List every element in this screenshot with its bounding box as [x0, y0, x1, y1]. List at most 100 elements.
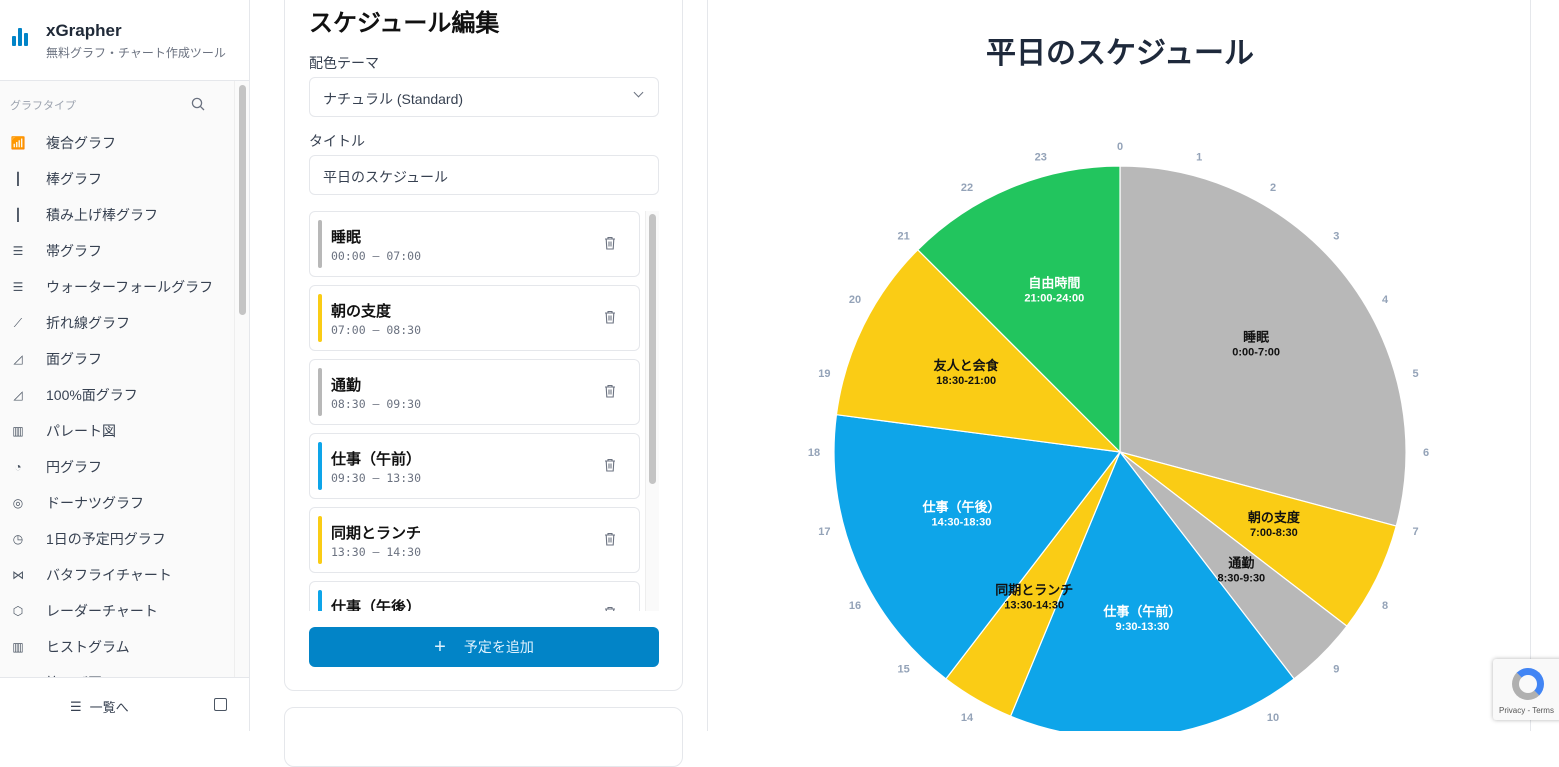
plus-icon: + [434, 635, 446, 658]
color-indicator [318, 442, 322, 490]
hour-tick-label: 8 [1382, 600, 1388, 612]
hour-tick-label: 0 [1117, 141, 1123, 153]
trash-icon[interactable] [604, 384, 616, 398]
title-label: タイトル [309, 133, 365, 149]
band-chart-icon: ☰ [12, 244, 24, 258]
app-tagline: 無料グラフ・チャート作成ツール [46, 46, 226, 60]
hour-tick-label: 19 [818, 368, 830, 380]
schedule-item-time: 13:30 – 14:30 [331, 545, 422, 559]
sidebar-item-label: ウォーターフォールグラフ [46, 279, 214, 295]
brand-header[interactable]: xGrapher 無料グラフ・チャート作成ツール [0, 0, 249, 81]
sidebar-item-label: レーダーチャート [46, 603, 158, 619]
hour-tick-label: 10 [1267, 712, 1279, 724]
sidebar-item[interactable]: ◎ ドーナツグラフ [0, 485, 249, 521]
hour-tick-label: 3 [1333, 231, 1339, 243]
hour-tick-label: 6 [1423, 447, 1429, 459]
slice-range-label: 21:00-24:00 [1024, 292, 1084, 304]
trash-icon[interactable] [604, 606, 616, 611]
app-name: xGrapher [46, 21, 122, 40]
sidebar-item[interactable]: ▥ パレート図 [0, 413, 249, 449]
chart-type-nav: グラフタイプ 📶 複合グラフ ┃ 棒グラフ ┃ 積み上げ棒グラフ ☰ 帯グラフ ☰ ウォーターフォ… [0, 81, 249, 677]
hour-tick-label: 2 [1270, 182, 1276, 194]
theme-select[interactable]: ナチュラル (Standard) [309, 77, 659, 117]
butterfly-icon: ⋈ [12, 568, 24, 582]
color-indicator [318, 220, 322, 268]
schedule-item[interactable]: 朝の支度 07:00 – 08:30 [309, 285, 640, 351]
schedule-item-name: 通勤 [331, 377, 362, 394]
color-indicator [318, 368, 322, 416]
back-to-list-button[interactable]: ☰ 一覧へ [70, 698, 129, 716]
stacked-bar-icon: ┃ [14, 208, 22, 222]
trash-icon[interactable] [604, 458, 616, 472]
sidebar-item-label: バタフライチャート [46, 567, 172, 583]
pie-slice[interactable] [1119, 165, 1407, 527]
sidebar-item[interactable]: ┃ 積み上げ棒グラフ [0, 197, 249, 233]
slice-range-label: 9:30-13:30 [1115, 621, 1169, 633]
schedule-editor-card: スケジュール編集 配色テーマ ナチュラル (Standard) タイトル 平日の… [284, 0, 683, 691]
chevron-down-icon [633, 87, 644, 98]
sidebar-item[interactable]: ┃ 棒グラフ [0, 161, 249, 197]
slice-label: 同期とランチ [995, 583, 1073, 598]
hour-tick-label: 15 [898, 663, 910, 675]
list-scrollbar[interactable] [645, 211, 659, 611]
collapse-sidebar-icon[interactable] [214, 698, 227, 711]
schedule-item[interactable]: 仕事（午後） 14:30 – 18:30 [309, 581, 640, 611]
schedule-item[interactable]: 通勤 08:30 – 09:30 [309, 359, 640, 425]
sidebar-item-label: 面グラフ [46, 351, 102, 367]
theme-label: 配色テーマ [309, 55, 379, 71]
pie-chart-icon: ◔ [14, 460, 22, 474]
schedule-item[interactable]: 同期とランチ 13:30 – 14:30 [309, 507, 640, 573]
hour-tick-label: 9 [1333, 663, 1339, 675]
sidebar-scrollbar[interactable] [234, 81, 249, 677]
slice-label: 仕事（午前） [1102, 604, 1181, 619]
trash-icon[interactable] [604, 236, 616, 250]
sidebar-item[interactable]: ◿ 面グラフ [0, 341, 249, 377]
slice-label: 自由時間 [1028, 275, 1080, 290]
recaptcha-badge[interactable]: Privacy - Terms [1493, 659, 1559, 720]
sidebar-item[interactable]: ◷ 1日の予定円グラフ [0, 521, 249, 557]
schedule-item-time: 07:00 – 08:30 [331, 323, 422, 337]
slice-label: 睡眠 [1243, 330, 1269, 345]
sidebar-item[interactable]: 📶 複合グラフ [0, 125, 249, 161]
schedule-item[interactable]: 仕事（午前） 09:30 – 13:30 [309, 433, 640, 499]
recaptcha-logo-icon [1512, 668, 1544, 700]
sidebar-item-label: 複合グラフ [46, 135, 116, 151]
schedule-item-time: 08:30 – 09:30 [331, 397, 422, 411]
histogram-icon: ▥ [12, 640, 24, 654]
trash-icon[interactable] [604, 532, 616, 546]
combo-chart-icon: 📶 [10, 136, 26, 150]
sidebar-item[interactable]: ⊟ 箱ひげ図 [0, 665, 249, 677]
schedule-item-name: 仕事（午前） [331, 451, 422, 468]
sidebar-item-label: 積み上げ棒グラフ [46, 207, 158, 223]
pie-slice[interactable] [1009, 450, 1295, 731]
sidebar-item[interactable]: ☰ 帯グラフ [0, 233, 249, 269]
trash-icon[interactable] [604, 310, 616, 324]
color-indicator [318, 590, 322, 611]
hour-tick-label: 14 [961, 712, 974, 724]
pie-slice[interactable] [833, 413, 1122, 680]
slice-label: 仕事（午後） [921, 500, 1000, 515]
pareto-icon: ▥ [12, 424, 24, 438]
sidebar-item[interactable]: ⋈ バタフライチャート [0, 557, 249, 593]
add-schedule-button[interactable]: + 予定を追加 [309, 627, 659, 667]
schedule-item[interactable]: 睡眠 00:00 – 07:00 [309, 211, 640, 277]
pie-slice[interactable] [835, 248, 1122, 453]
sidebar-item-label: ヒストグラム [46, 639, 130, 655]
sidebar-item-label: 棒グラフ [46, 171, 102, 187]
schedule-item-name: 仕事（午後） [331, 599, 422, 611]
sidebar-item[interactable]: ⬡ レーダーチャート [0, 593, 249, 629]
pie-slice[interactable] [916, 165, 1121, 454]
title-input[interactable]: 平日のスケジュール [309, 155, 659, 195]
schedule-list: 睡眠 00:00 – 07:00 朝の支度 07:00 – 08:30 通勤 0… [309, 211, 659, 611]
sidebar-item[interactable]: ◔ 円グラフ [0, 449, 249, 485]
slice-range-label: 18:30-21:00 [936, 375, 996, 387]
sidebar-item[interactable]: ▥ ヒストグラム [0, 629, 249, 665]
sidebar-item[interactable]: ◿ 100%面グラフ [0, 377, 249, 413]
slice-label: 通勤 [1228, 555, 1254, 570]
search-icon[interactable] [191, 97, 205, 111]
chart-panel: 平日のスケジュール 睡眠 0:00-7:00 朝の支度 7:00-8:30 通勤 8:30… [707, 0, 1531, 731]
sidebar: xGrapher 無料グラフ・チャート作成ツール グラフタイプ 📶 複合グラフ ┃ 棒… [0, 0, 250, 731]
color-indicator [318, 516, 322, 564]
sidebar-item[interactable]: ☰ ウォーターフォールグラフ [0, 269, 249, 305]
sidebar-item[interactable]: ⟋ 折れ線グラフ [0, 305, 249, 341]
